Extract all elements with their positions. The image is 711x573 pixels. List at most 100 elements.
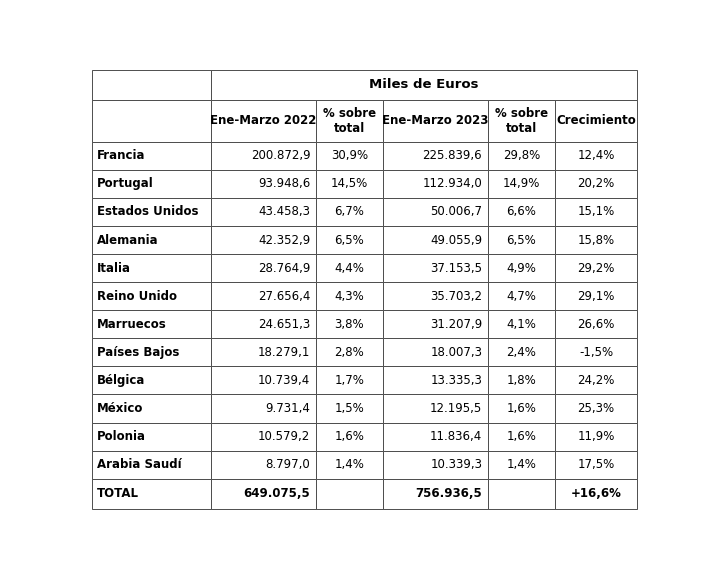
Bar [316, 478, 383, 509]
Text: 37.153,5: 37.153,5 [430, 262, 482, 274]
Bar [92, 366, 211, 394]
Bar [555, 170, 637, 198]
Bar [488, 366, 555, 394]
Text: 35.703,2: 35.703,2 [430, 290, 482, 303]
Bar [488, 450, 555, 478]
Text: 3,8%: 3,8% [335, 318, 364, 331]
Text: 29,1%: 29,1% [577, 290, 615, 303]
Bar [383, 100, 488, 142]
Text: 10.739,4: 10.739,4 [258, 374, 310, 387]
Bar [488, 310, 555, 338]
Text: Italia: Italia [97, 262, 131, 274]
Text: 24.651,3: 24.651,3 [258, 318, 310, 331]
Bar [92, 170, 211, 198]
Bar [383, 422, 488, 450]
Bar [92, 394, 211, 422]
Bar [316, 170, 383, 198]
Text: 756.936,5: 756.936,5 [415, 488, 482, 500]
Bar [555, 338, 637, 366]
Text: 31.207,9: 31.207,9 [430, 318, 482, 331]
Text: 1,6%: 1,6% [506, 430, 536, 443]
Bar [92, 422, 211, 450]
Text: % sobre
total: % sobre total [495, 107, 548, 135]
Bar [211, 170, 316, 198]
Text: 15,1%: 15,1% [577, 206, 615, 218]
Bar [211, 282, 316, 310]
Bar [211, 254, 316, 282]
Bar [383, 198, 488, 226]
Bar [92, 478, 211, 509]
Bar [316, 450, 383, 478]
Text: 6,6%: 6,6% [506, 206, 536, 218]
Bar [383, 142, 488, 170]
Text: Francia: Francia [97, 150, 146, 162]
Text: 225.839,6: 225.839,6 [422, 150, 482, 162]
Bar [211, 226, 316, 254]
Bar [211, 338, 316, 366]
Bar [211, 422, 316, 450]
Text: Miles de Euros: Miles de Euros [370, 79, 479, 91]
Bar [316, 310, 383, 338]
Bar [316, 100, 383, 142]
Bar [555, 100, 637, 142]
Bar [383, 170, 488, 198]
Bar [316, 394, 383, 422]
Text: 4,9%: 4,9% [506, 262, 536, 274]
Text: Polonia: Polonia [97, 430, 146, 443]
Text: 1,6%: 1,6% [334, 430, 364, 443]
Bar [383, 394, 488, 422]
Text: 112.934,0: 112.934,0 [422, 178, 482, 190]
Text: 11,9%: 11,9% [577, 430, 615, 443]
Bar [92, 310, 211, 338]
Bar [383, 226, 488, 254]
Text: 4,3%: 4,3% [335, 290, 364, 303]
Text: Estados Unidos: Estados Unidos [97, 206, 198, 218]
Bar [92, 450, 211, 478]
Text: 11.836,4: 11.836,4 [430, 430, 482, 443]
Text: 1,6%: 1,6% [506, 402, 536, 415]
Bar [211, 310, 316, 338]
Text: 18.279,1: 18.279,1 [258, 346, 310, 359]
Bar [211, 394, 316, 422]
Bar [316, 282, 383, 310]
Text: 1,5%: 1,5% [335, 402, 364, 415]
Bar [316, 338, 383, 366]
Text: 10.339,3: 10.339,3 [430, 458, 482, 471]
Text: 12,4%: 12,4% [577, 150, 615, 162]
Text: -1,5%: -1,5% [579, 346, 613, 359]
Bar [316, 254, 383, 282]
Text: 29,8%: 29,8% [503, 150, 540, 162]
Text: 1,4%: 1,4% [334, 458, 364, 471]
Text: 14,9%: 14,9% [503, 178, 540, 190]
Bar [488, 142, 555, 170]
Bar [488, 100, 555, 142]
Text: 2,4%: 2,4% [506, 346, 536, 359]
Bar [383, 366, 488, 394]
Text: Portugal: Portugal [97, 178, 154, 190]
Bar [555, 478, 637, 509]
Text: % sobre
total: % sobre total [323, 107, 376, 135]
Text: 1,8%: 1,8% [506, 374, 536, 387]
Text: 4,7%: 4,7% [506, 290, 536, 303]
Bar [211, 70, 637, 100]
Bar [316, 142, 383, 170]
Bar [92, 338, 211, 366]
Bar [211, 100, 316, 142]
Bar [555, 198, 637, 226]
Text: Países Bajos: Países Bajos [97, 346, 179, 359]
Bar [383, 310, 488, 338]
Text: 30,9%: 30,9% [331, 150, 368, 162]
Bar [92, 226, 211, 254]
Bar [555, 450, 637, 478]
Text: 50.006,7: 50.006,7 [430, 206, 482, 218]
Bar [92, 142, 211, 170]
Text: Reino Unido: Reino Unido [97, 290, 177, 303]
Text: 26,6%: 26,6% [577, 318, 615, 331]
Text: 43.458,3: 43.458,3 [258, 206, 310, 218]
Bar [383, 338, 488, 366]
Bar [211, 478, 316, 509]
Text: 1,4%: 1,4% [506, 458, 536, 471]
Text: 28.764,9: 28.764,9 [258, 262, 310, 274]
Bar [92, 282, 211, 310]
Text: Alemania: Alemania [97, 234, 159, 246]
